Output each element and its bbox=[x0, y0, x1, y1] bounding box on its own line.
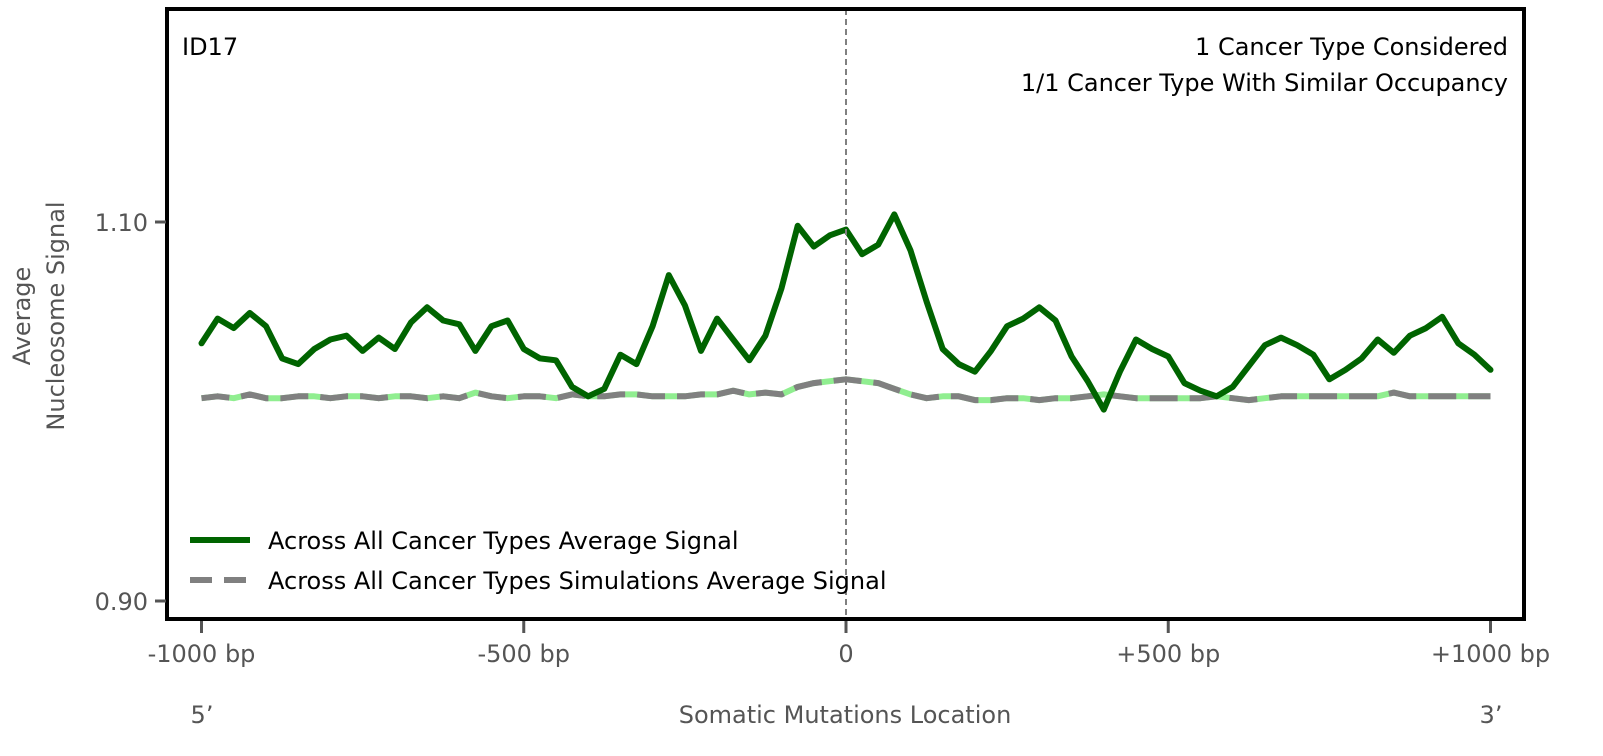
annotation-signature: ID17 bbox=[182, 33, 238, 61]
y-axis: 0.90 1.10 bbox=[95, 209, 166, 616]
y-tick-label: 0.90 bbox=[95, 588, 148, 616]
x-axis-title: Somatic Mutations Location bbox=[679, 701, 1012, 729]
legend-label-average-signal: Across All Cancer Types Average Signal bbox=[268, 527, 739, 555]
x-axis: -1000 bp -500 bp 0 +500 bp +1000 bp bbox=[148, 621, 1550, 668]
y-axis-title-line-2: Nucleosome Signal bbox=[42, 201, 70, 430]
y-axis-title: Average Nucleosome Signal bbox=[8, 201, 70, 430]
strand-label-3prime: 3’ bbox=[1480, 701, 1503, 729]
y-axis-title-line-1: Average bbox=[8, 267, 36, 366]
annotation-similar-occupancy: 1/1 Cancer Type With Similar Occupancy bbox=[1021, 69, 1508, 97]
x-tick-label: -1000 bp bbox=[148, 640, 256, 668]
annotation-cancer-types-considered: 1 Cancer Type Considered bbox=[1195, 33, 1508, 61]
plot-frame bbox=[165, 7, 1526, 621]
legend-label-simulations-signal: Across All Cancer Types Simulations Aver… bbox=[268, 567, 887, 595]
x-tick-label: +500 bp bbox=[1116, 640, 1220, 668]
legend: Across All Cancer Types Average Signal A… bbox=[190, 527, 887, 595]
x-tick-label: 0 bbox=[838, 640, 853, 668]
y-tick-label: 1.10 bbox=[95, 209, 148, 237]
x-tick-label: +1000 bp bbox=[1431, 640, 1550, 668]
strand-label-5prime: 5’ bbox=[191, 701, 214, 729]
x-tick-label: -500 bp bbox=[477, 640, 570, 668]
